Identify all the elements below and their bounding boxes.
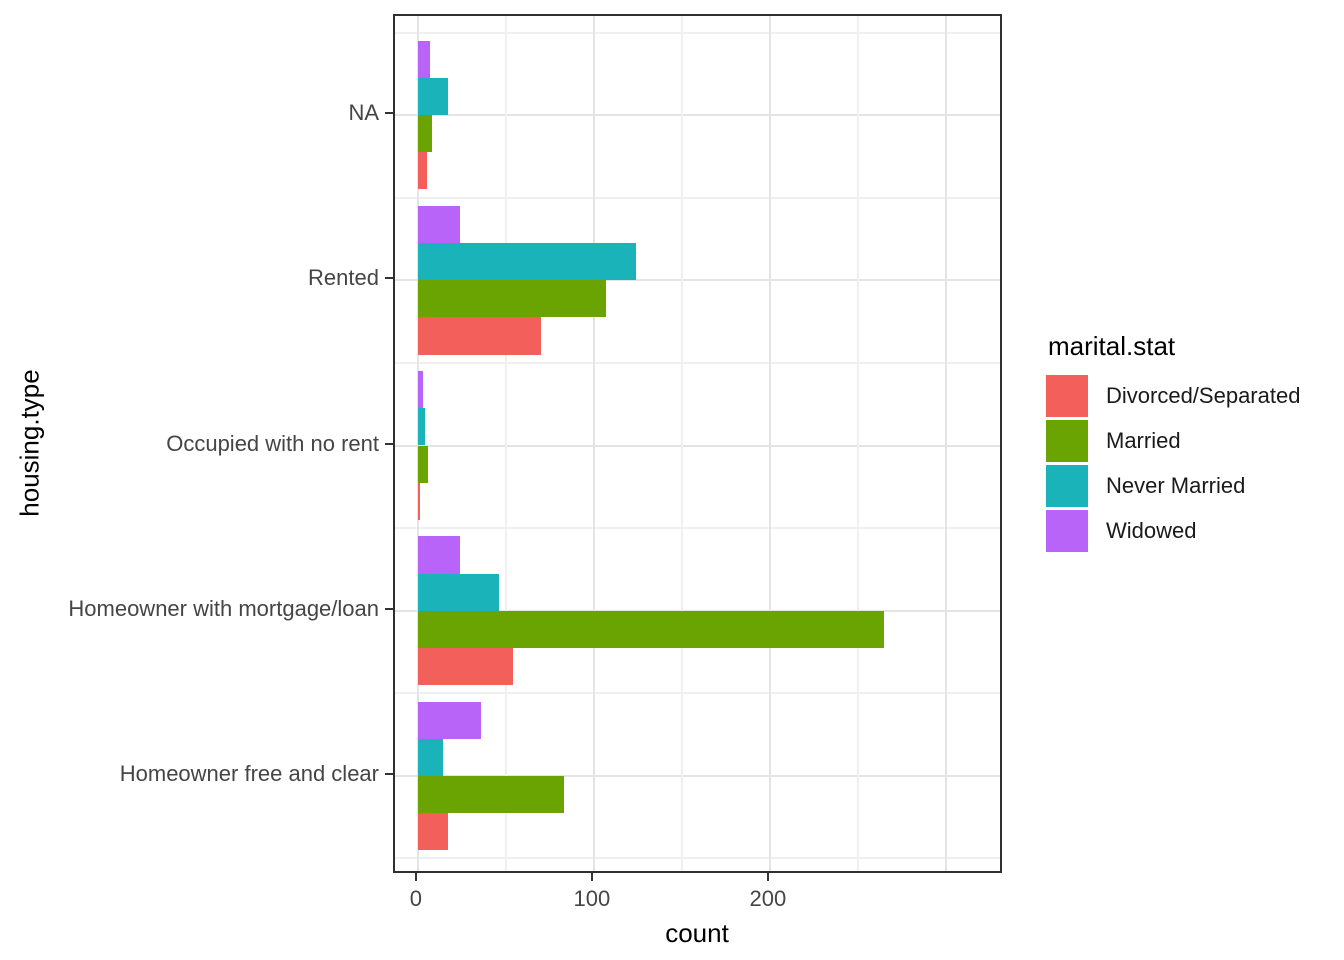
bar (417, 573, 499, 611)
legend-title: marital.stat (1048, 331, 1176, 361)
legend-entry-label: Never Married (1106, 473, 1246, 498)
gridline-major-vertical (592, 16, 595, 871)
bar (417, 408, 425, 446)
bar (417, 445, 429, 483)
x-axis-tick-label: 200 (749, 886, 787, 911)
gridline-minor-horizontal (395, 527, 1000, 530)
plot-panel (393, 14, 1002, 873)
x-axis-tick-label: 0 (409, 886, 422, 911)
gridline-major-horizontal (395, 114, 1000, 117)
bar (417, 738, 443, 776)
x-axis-tick (414, 873, 417, 881)
bar (417, 482, 420, 520)
y-axis-label: Homeowner free and clear (119, 760, 379, 786)
bar (417, 647, 513, 686)
gridline-major-horizontal (395, 774, 1000, 777)
gridline-minor-horizontal (395, 361, 1000, 364)
y-axis-tick (385, 772, 393, 775)
bar (417, 775, 564, 814)
x-axis-title: count (665, 918, 729, 948)
y-axis-tick (385, 112, 393, 115)
legend-color-swatch (1046, 465, 1088, 507)
legend-entry: Never Married (1046, 465, 1300, 507)
legend-entry: Married (1046, 420, 1300, 462)
gridline-major-horizontal (395, 279, 1000, 282)
legend-entry: Divorced/Separated (1046, 375, 1300, 417)
y-axis-tick (385, 277, 393, 280)
bar (417, 701, 482, 739)
bar (417, 536, 461, 574)
gridline-major-horizontal (395, 444, 1000, 447)
x-axis-tick-label: 100 (573, 886, 611, 911)
gridline-major-vertical (768, 16, 771, 871)
legend-entries: Divorced/Separated Married Never Married Wi… (1046, 375, 1300, 552)
gridline-minor-vertical (504, 16, 507, 871)
legend-entry-label: Divorced/Separated (1106, 383, 1301, 408)
gridline-minor-horizontal (395, 31, 1000, 34)
gridline-minor-horizontal (395, 857, 1000, 860)
legend-entry-label: Married (1106, 428, 1181, 453)
x-axis-tick (766, 873, 769, 881)
legend: marital.stat Divorced/Separated Married Ne… (1046, 331, 1300, 555)
y-axis-title: housing.type (14, 369, 45, 517)
y-axis-tick (385, 607, 393, 610)
bar (417, 152, 427, 190)
gridline-major-vertical (944, 16, 947, 871)
legend-color-swatch (1046, 510, 1088, 552)
bar (417, 610, 885, 648)
legend-entry-label: Widowed (1106, 518, 1197, 543)
x-axis-tick (590, 873, 593, 881)
bar (417, 371, 424, 409)
y-axis-label: Occupied with no rent (166, 430, 379, 456)
legend-entry: Widowed (1046, 510, 1300, 552)
bar (417, 280, 607, 318)
y-axis-label: NA (348, 100, 379, 126)
bar (417, 77, 448, 116)
legend-color-swatch (1046, 375, 1088, 417)
bar (417, 243, 637, 281)
y-axis-label: Homeowner with mortgage/loan (68, 595, 379, 621)
bar (417, 317, 542, 355)
gridline-minor-horizontal (395, 692, 1000, 695)
bar (417, 40, 431, 78)
bar (417, 813, 448, 851)
gridline-minor-horizontal (395, 196, 1000, 199)
bar (417, 205, 461, 244)
gridline-minor-vertical (856, 16, 859, 871)
gridline-minor-vertical (680, 16, 683, 871)
y-axis-tick (385, 442, 393, 445)
bar (417, 115, 432, 153)
legend-color-swatch (1046, 420, 1088, 462)
y-axis-label: Rented (308, 265, 379, 291)
